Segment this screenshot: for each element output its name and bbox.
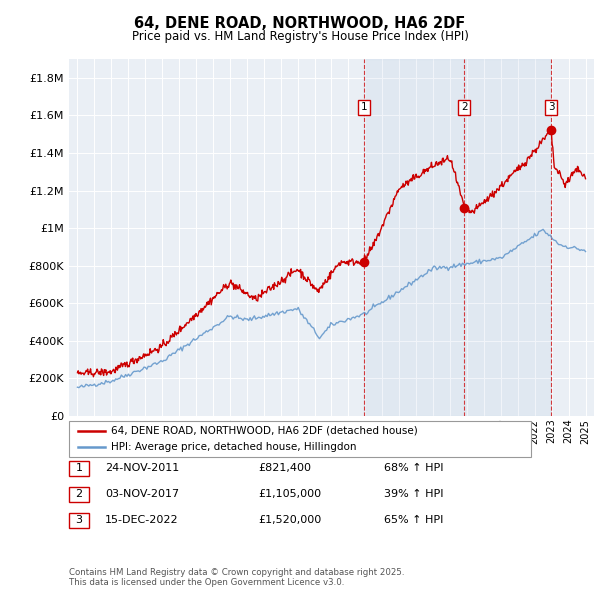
Text: £1,520,000: £1,520,000 <box>258 516 321 525</box>
Text: 68% ↑ HPI: 68% ↑ HPI <box>384 464 443 473</box>
Text: 65% ↑ HPI: 65% ↑ HPI <box>384 516 443 525</box>
Text: 64, DENE ROAD, NORTHWOOD, HA6 2DF (detached house): 64, DENE ROAD, NORTHWOOD, HA6 2DF (detac… <box>111 426 418 436</box>
Text: 3: 3 <box>76 516 82 525</box>
Text: £1,105,000: £1,105,000 <box>258 490 321 499</box>
Text: 3: 3 <box>548 102 554 112</box>
Bar <box>364 59 551 416</box>
Text: 64, DENE ROAD, NORTHWOOD, HA6 2DF: 64, DENE ROAD, NORTHWOOD, HA6 2DF <box>134 16 466 31</box>
Text: 2: 2 <box>461 102 467 112</box>
Text: 1: 1 <box>361 102 367 112</box>
Text: 2: 2 <box>76 490 82 499</box>
Text: 1: 1 <box>76 464 82 473</box>
Text: 24-NOV-2011: 24-NOV-2011 <box>105 464 179 473</box>
Text: 39% ↑ HPI: 39% ↑ HPI <box>384 490 443 499</box>
Text: HPI: Average price, detached house, Hillingdon: HPI: Average price, detached house, Hill… <box>111 442 356 452</box>
Text: 03-NOV-2017: 03-NOV-2017 <box>105 490 179 499</box>
Text: Contains HM Land Registry data © Crown copyright and database right 2025.
This d: Contains HM Land Registry data © Crown c… <box>69 568 404 587</box>
Text: £821,400: £821,400 <box>258 464 311 473</box>
Text: Price paid vs. HM Land Registry's House Price Index (HPI): Price paid vs. HM Land Registry's House … <box>131 30 469 43</box>
Text: 15-DEC-2022: 15-DEC-2022 <box>105 516 179 525</box>
